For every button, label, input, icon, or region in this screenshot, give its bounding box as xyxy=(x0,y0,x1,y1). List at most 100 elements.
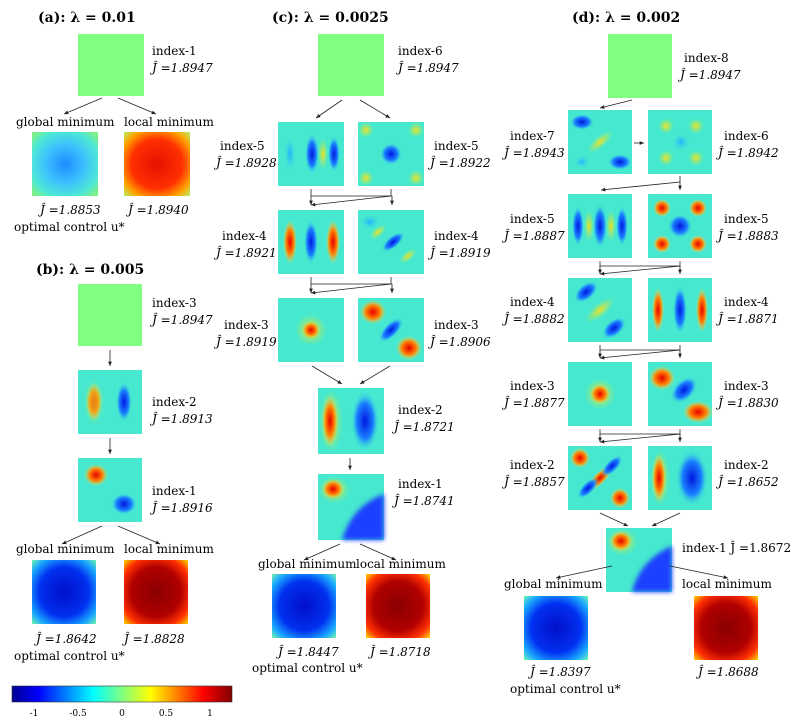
label-d-r5-right: index-2 xyxy=(724,458,769,472)
label-c-r3-left: index-3 xyxy=(224,318,269,332)
note-d-optimal: optimal control u* xyxy=(510,682,621,696)
label-c-r3-right: index-3 xyxy=(434,318,479,332)
heatmap-d-r5-left xyxy=(568,446,632,510)
heatmap-b-local xyxy=(124,560,188,624)
value-a-global: Ĵ =1.8853 xyxy=(37,202,101,217)
label-a-index1: index-1 xyxy=(152,44,197,58)
value-c-r2-left: Ĵ =1.8921 xyxy=(213,245,277,260)
value-b-index3: Ĵ =1.8947 xyxy=(149,312,213,327)
label-d-r2-right: index-5 xyxy=(724,212,769,226)
label-b-index2: index-2 xyxy=(152,395,197,409)
value-d-r1-left: Ĵ =1.8943 xyxy=(501,145,565,160)
colorbar: -1 -0.5 0 0.5 1 xyxy=(11,685,233,719)
heatmap-d-r2-left xyxy=(568,194,632,258)
label-b-index3: index-3 xyxy=(152,296,197,310)
heatmap-c-index3-right xyxy=(358,298,424,362)
value-d-r2-left: Ĵ =1.8887 xyxy=(501,228,565,243)
colorbar-gradient xyxy=(11,685,233,703)
note-a-optimal: optimal control u* xyxy=(14,220,125,234)
heatmap-d-r4-right xyxy=(648,362,713,426)
value-c-r1-left: Ĵ =1.8928 xyxy=(213,155,277,170)
label-c-local: local minimum xyxy=(356,557,446,571)
value-d-r3-left: Ĵ =1.8882 xyxy=(501,311,565,326)
panel-d-title: (d): λ = 0.002 xyxy=(572,10,680,26)
value-b-local: Ĵ =1.8828 xyxy=(121,631,185,646)
label-c-index1: index-1 xyxy=(398,477,443,491)
value-a-index1: Ĵ =1.8947 xyxy=(149,60,213,75)
label-d-r3-left: index-4 xyxy=(510,295,555,309)
note-b-optimal: optimal control u* xyxy=(14,649,125,663)
note-c-optimal: optimal control u* xyxy=(252,661,363,675)
label-d-r3-right: index-4 xyxy=(724,295,769,309)
label-d-r4-left: index-3 xyxy=(510,379,555,393)
heatmap-c-index5-right xyxy=(358,122,424,186)
heatmap-c-index4-left xyxy=(278,210,344,274)
panel-c-title: (c): λ = 0.0025 xyxy=(272,10,389,26)
colorbar-tick-3: 0 xyxy=(119,709,125,719)
value-d-r4-right: Ĵ =1.8830 xyxy=(715,395,779,410)
heatmap-d-r4-left xyxy=(568,362,632,426)
label-d-local: local minimum xyxy=(682,577,772,591)
value-d-index8: Ĵ =1.8947 xyxy=(677,67,741,82)
heatmap-c-index1 xyxy=(318,474,384,540)
panel-a: (a): λ = 0.01 index-1 Ĵ =1.8947 global m… xyxy=(14,10,214,234)
value-d-r3-right: Ĵ =1.8871 xyxy=(715,311,779,326)
label-b-local: local minimum xyxy=(124,542,214,556)
heatmap-d-r3-left xyxy=(568,278,632,342)
heatmap-c-index6 xyxy=(318,34,384,96)
value-c-index1: Ĵ =1.8741 xyxy=(391,493,455,508)
value-d-r4-left: Ĵ =1.8877 xyxy=(501,395,565,410)
heatmap-a-index1 xyxy=(78,34,144,96)
heatmap-d-local xyxy=(694,596,758,660)
heatmap-d-global xyxy=(524,596,588,660)
label-c-r1-right: index-5 xyxy=(434,139,479,153)
panel-c: (c): λ = 0.0025 index-6 Ĵ =1.8947 index-… xyxy=(213,10,491,675)
heatmap-c-index4-right xyxy=(358,210,424,274)
value-b-index1: Ĵ =1.8916 xyxy=(149,500,213,515)
label-a-local: local minimum xyxy=(124,115,214,129)
heatmap-b-index3 xyxy=(78,284,142,346)
value-d-r5-left: Ĵ =1.8857 xyxy=(501,474,565,489)
heatmap-d-r5-right xyxy=(648,446,712,510)
label-d-r1-left: index-7 xyxy=(510,129,555,143)
value-c-r2-right: Ĵ =1.8919 xyxy=(427,245,491,260)
value-c-index6: Ĵ =1.8947 xyxy=(395,60,459,75)
heatmap-b-global xyxy=(32,560,96,624)
label-c-index6: index-6 xyxy=(398,44,443,58)
heatmap-b-index2 xyxy=(78,370,142,434)
value-d-r2-right: Ĵ =1.8883 xyxy=(715,228,779,243)
label-d-r4-right: index-3 xyxy=(724,379,769,393)
colorbar-tick-4: 0.5 xyxy=(159,709,174,719)
label-b-index1: index-1 xyxy=(152,484,197,498)
panel-d: (d): λ = 0.002 index-8 Ĵ =1.8947 index-7… xyxy=(501,10,791,696)
label-c-r2-right: index-4 xyxy=(434,229,479,243)
heatmap-d-r1-left xyxy=(568,110,632,174)
value-b-global: Ĵ =1.8642 xyxy=(33,631,97,646)
heatmap-a-global xyxy=(32,132,98,196)
heatmap-d-r2-right xyxy=(648,194,712,258)
value-c-index2: Ĵ =1.8721 xyxy=(391,419,455,434)
label-d-index8: index-8 xyxy=(684,51,729,65)
label-d-r1-right: index-6 xyxy=(724,129,769,143)
label-d-r5-left: index-2 xyxy=(510,458,555,472)
label-c-r1-left: index-5 xyxy=(220,139,265,153)
panel-a-title: (a): λ = 0.01 xyxy=(38,10,136,26)
colorbar-tick-1: -1 xyxy=(30,709,39,719)
colorbar-tick-2: -0.5 xyxy=(69,709,87,719)
panel-b-title: (b): λ = 0.005 xyxy=(36,262,144,278)
heatmap-d-index8 xyxy=(608,34,672,98)
value-a-local: Ĵ =1.8940 xyxy=(125,202,189,217)
value-d-local: Ĵ =1.8688 xyxy=(695,664,759,679)
heatmap-c-index5-left xyxy=(278,122,344,186)
label-b-global: global minimum xyxy=(16,542,115,556)
label-a-global: global minimum xyxy=(16,115,115,129)
heatmap-c-local xyxy=(366,574,430,638)
label-d-index1: index-1 Ĵ =1.8672 xyxy=(682,540,791,555)
label-c-index2: index-2 xyxy=(398,403,443,417)
label-d-global: global minimum xyxy=(504,577,603,591)
value-d-global: Ĵ =1.8397 xyxy=(527,664,591,679)
label-c-global: global minimum xyxy=(258,557,357,571)
label-c-r2-left: index-4 xyxy=(222,229,267,243)
heatmap-c-index2 xyxy=(318,388,384,454)
